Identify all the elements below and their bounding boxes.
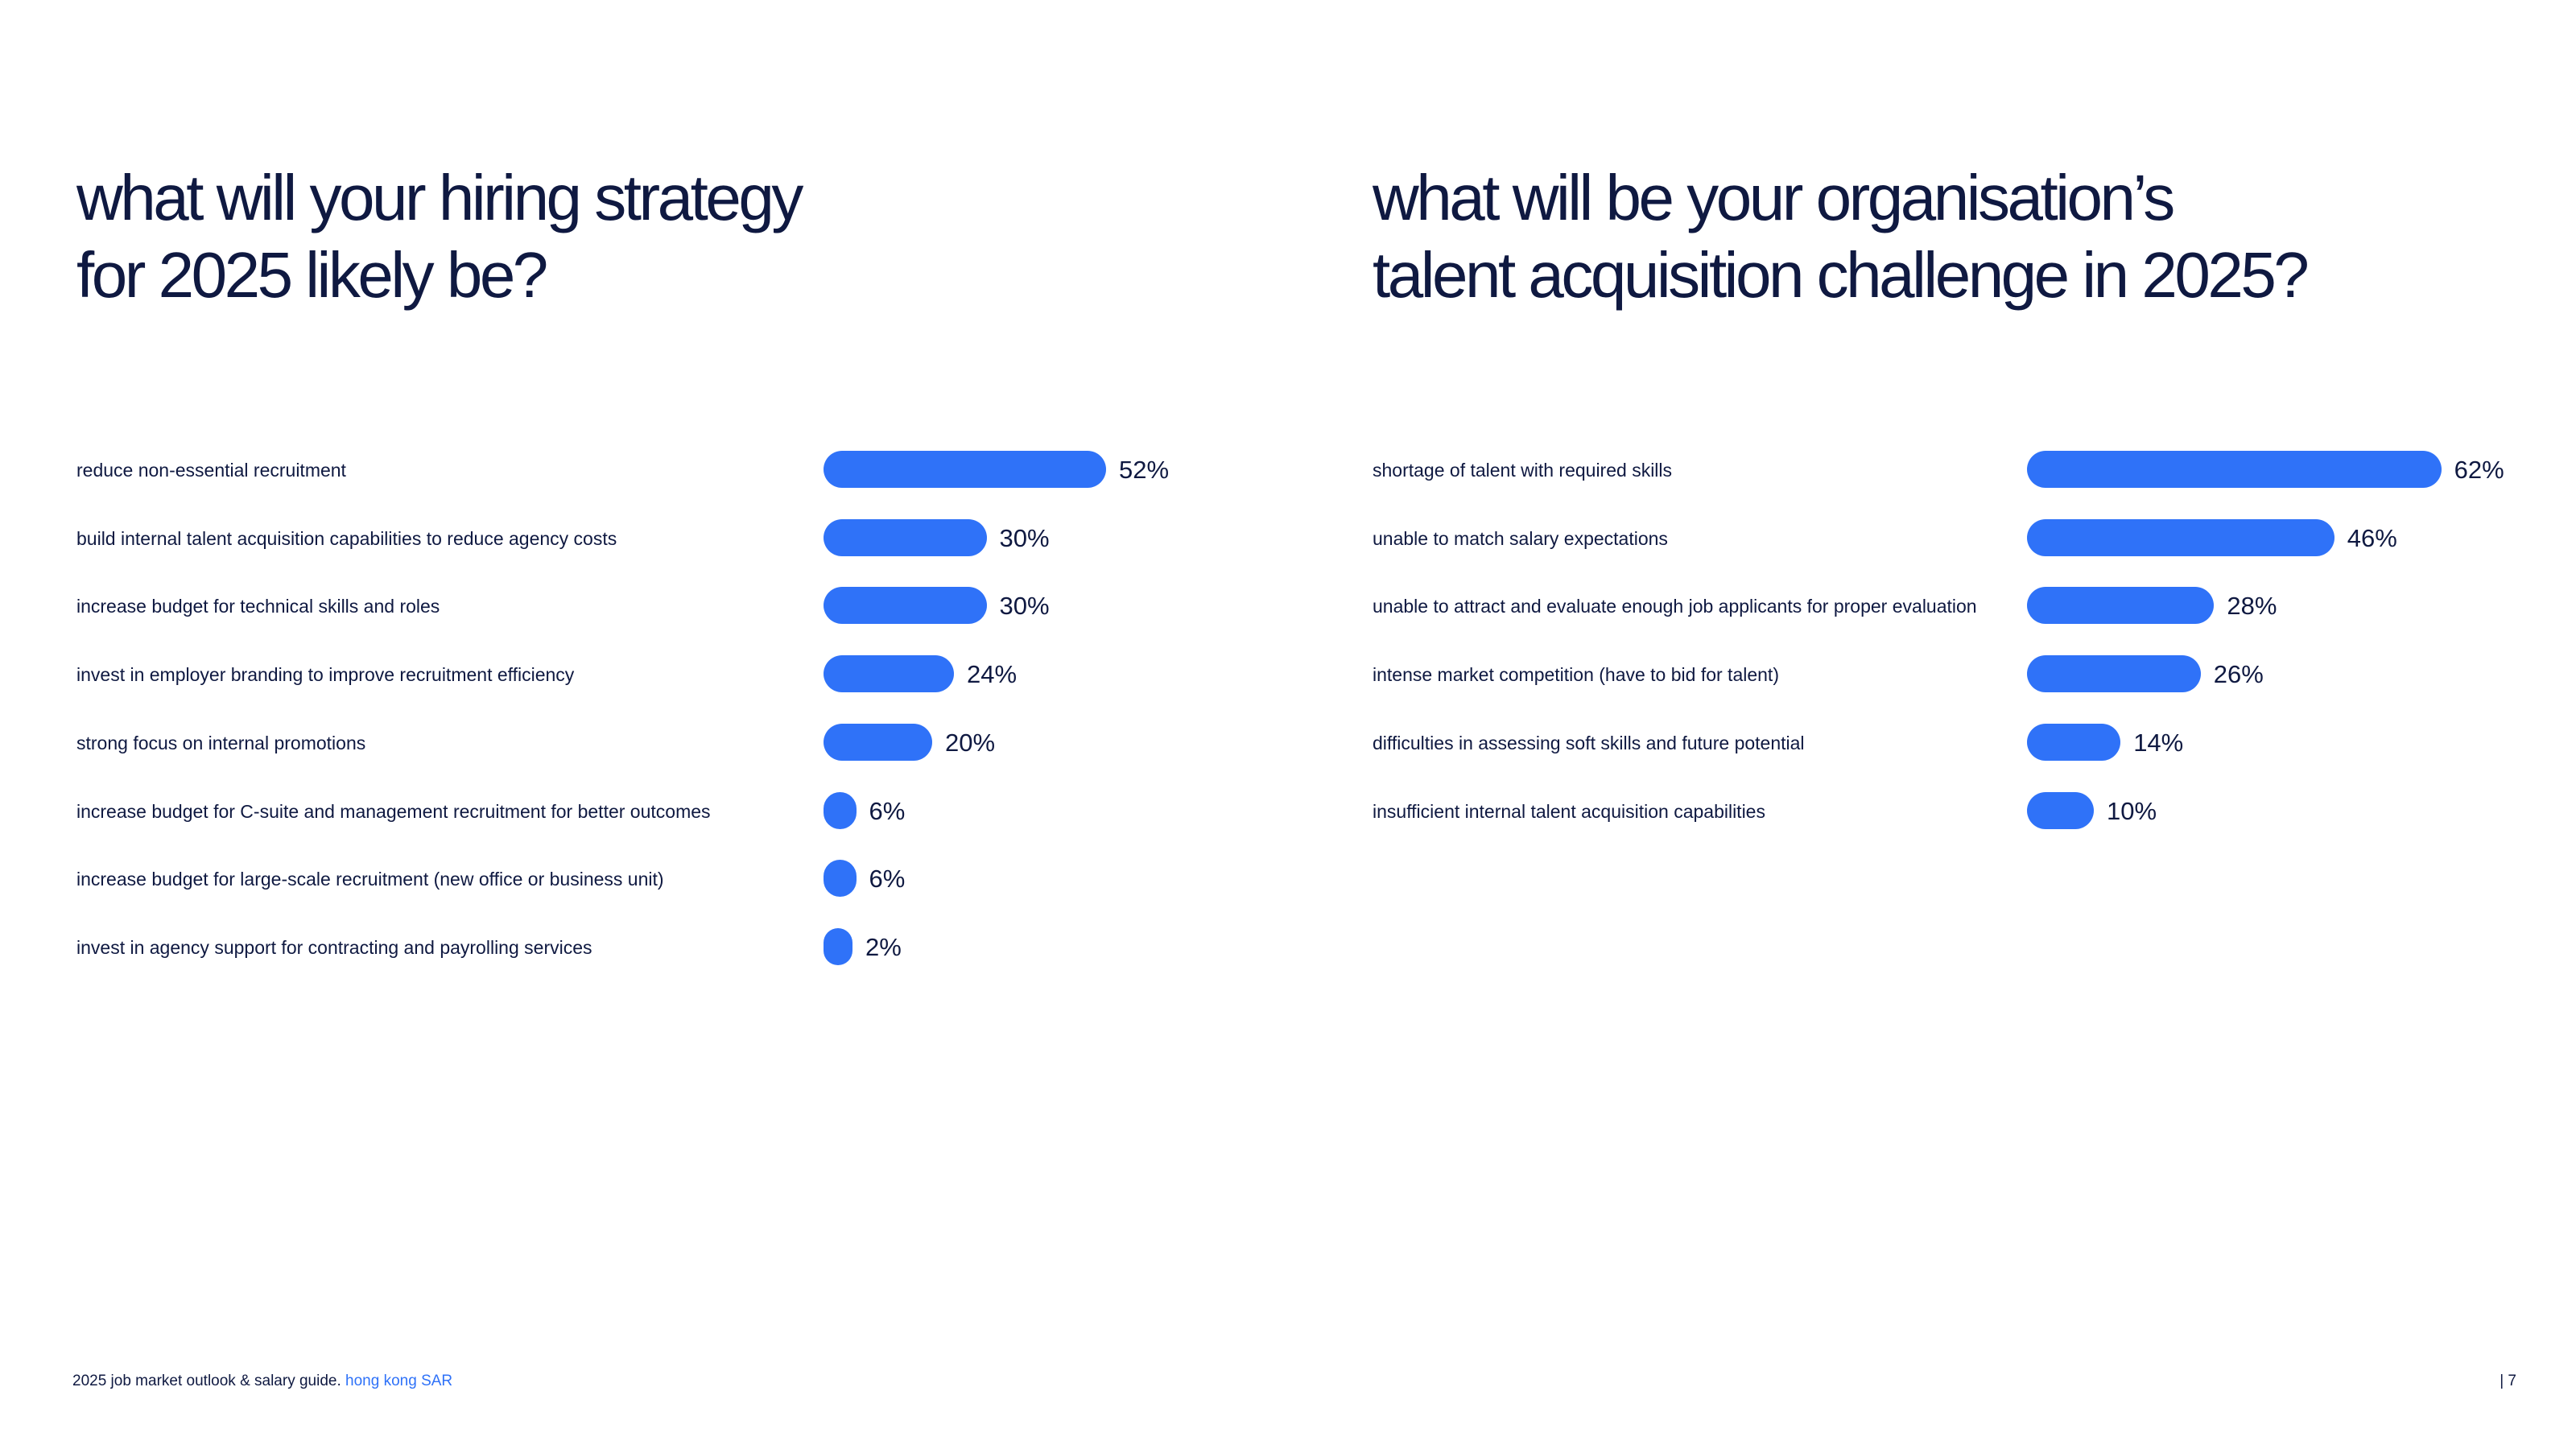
bar — [2027, 518, 2334, 556]
bar-label: increase budget for C-suite and manageme… — [76, 800, 711, 822]
bar — [824, 655, 954, 693]
bar — [2027, 791, 2094, 829]
bar — [2027, 587, 2215, 625]
footer-region: hong kong SAR — [345, 1373, 453, 1389]
chart-title: what will be your organisation’s talent … — [1373, 159, 2310, 314]
bar-value-label: 26% — [2213, 660, 2264, 689]
bar — [824, 723, 932, 761]
bar-label: unable to match salary expectations — [1373, 527, 1668, 549]
bar-value-label: 46% — [2347, 523, 2397, 552]
chart-title-line-1: what will your hiring strategy — [76, 162, 803, 233]
bar — [824, 451, 1106, 488]
bar — [824, 518, 987, 556]
bar-value-label: 30% — [999, 523, 1050, 552]
bar-label: increase budget for large-scale recruitm… — [76, 869, 664, 890]
bar — [2027, 451, 2442, 488]
bar-value-label: 2% — [865, 932, 902, 961]
bar-label: increase budget for technical skills and… — [76, 596, 440, 617]
chart-title-line-2: talent acquisition challenge in 2025? — [1373, 239, 2310, 311]
bar-label: invest in agency support for contracting… — [76, 936, 592, 958]
bar-value-label: 6% — [869, 796, 906, 825]
bar-label: difficulties in assessing soft skills an… — [1373, 732, 1805, 753]
bar-label: insufficient internal talent acquisition… — [1373, 800, 1765, 822]
bar-label: strong focus on internal promotions — [76, 732, 366, 753]
bar — [824, 791, 857, 829]
bar-label: invest in employer branding to improve r… — [76, 664, 575, 686]
bar-value-label: 14% — [2133, 728, 2184, 757]
bar-value-label: 52% — [1119, 456, 1170, 484]
bar-value-label: 62% — [2454, 456, 2504, 484]
bar-value-label: 30% — [999, 592, 1050, 621]
bar — [824, 860, 857, 898]
chart-title-line-2: for 2025 likely be? — [76, 239, 548, 311]
bar-value-label: 10% — [2107, 796, 2157, 825]
bar-label: reduce non-essential recruitment — [76, 460, 346, 481]
bar-value-label: 20% — [945, 728, 996, 757]
bar-value-label: 28% — [2227, 592, 2277, 621]
bar — [824, 927, 852, 965]
bar-label: intense market competition (have to bid … — [1373, 664, 1779, 686]
chart-title: what will your hiring strategy for 2025 … — [76, 159, 803, 314]
bar — [2027, 655, 2201, 693]
bar — [824, 587, 987, 625]
bar-value-label: 6% — [869, 865, 906, 894]
footer-text: 2025 job market outlook & salary guide. — [72, 1373, 341, 1389]
bar-label: build internal talent acquisition capabi… — [76, 527, 617, 549]
bar-label: shortage of talent with required skills — [1373, 460, 1673, 481]
bar — [2027, 723, 2121, 761]
footer: 2025 job market outlook & salary guide. … — [72, 1373, 452, 1390]
page-number: | 7 — [2500, 1373, 2516, 1389]
bar-value-label: 24% — [967, 660, 1018, 689]
bar-label: unable to attract and evaluate enough jo… — [1373, 596, 1977, 617]
chart-title-line-1: what will be your organisation’s — [1373, 162, 2175, 233]
